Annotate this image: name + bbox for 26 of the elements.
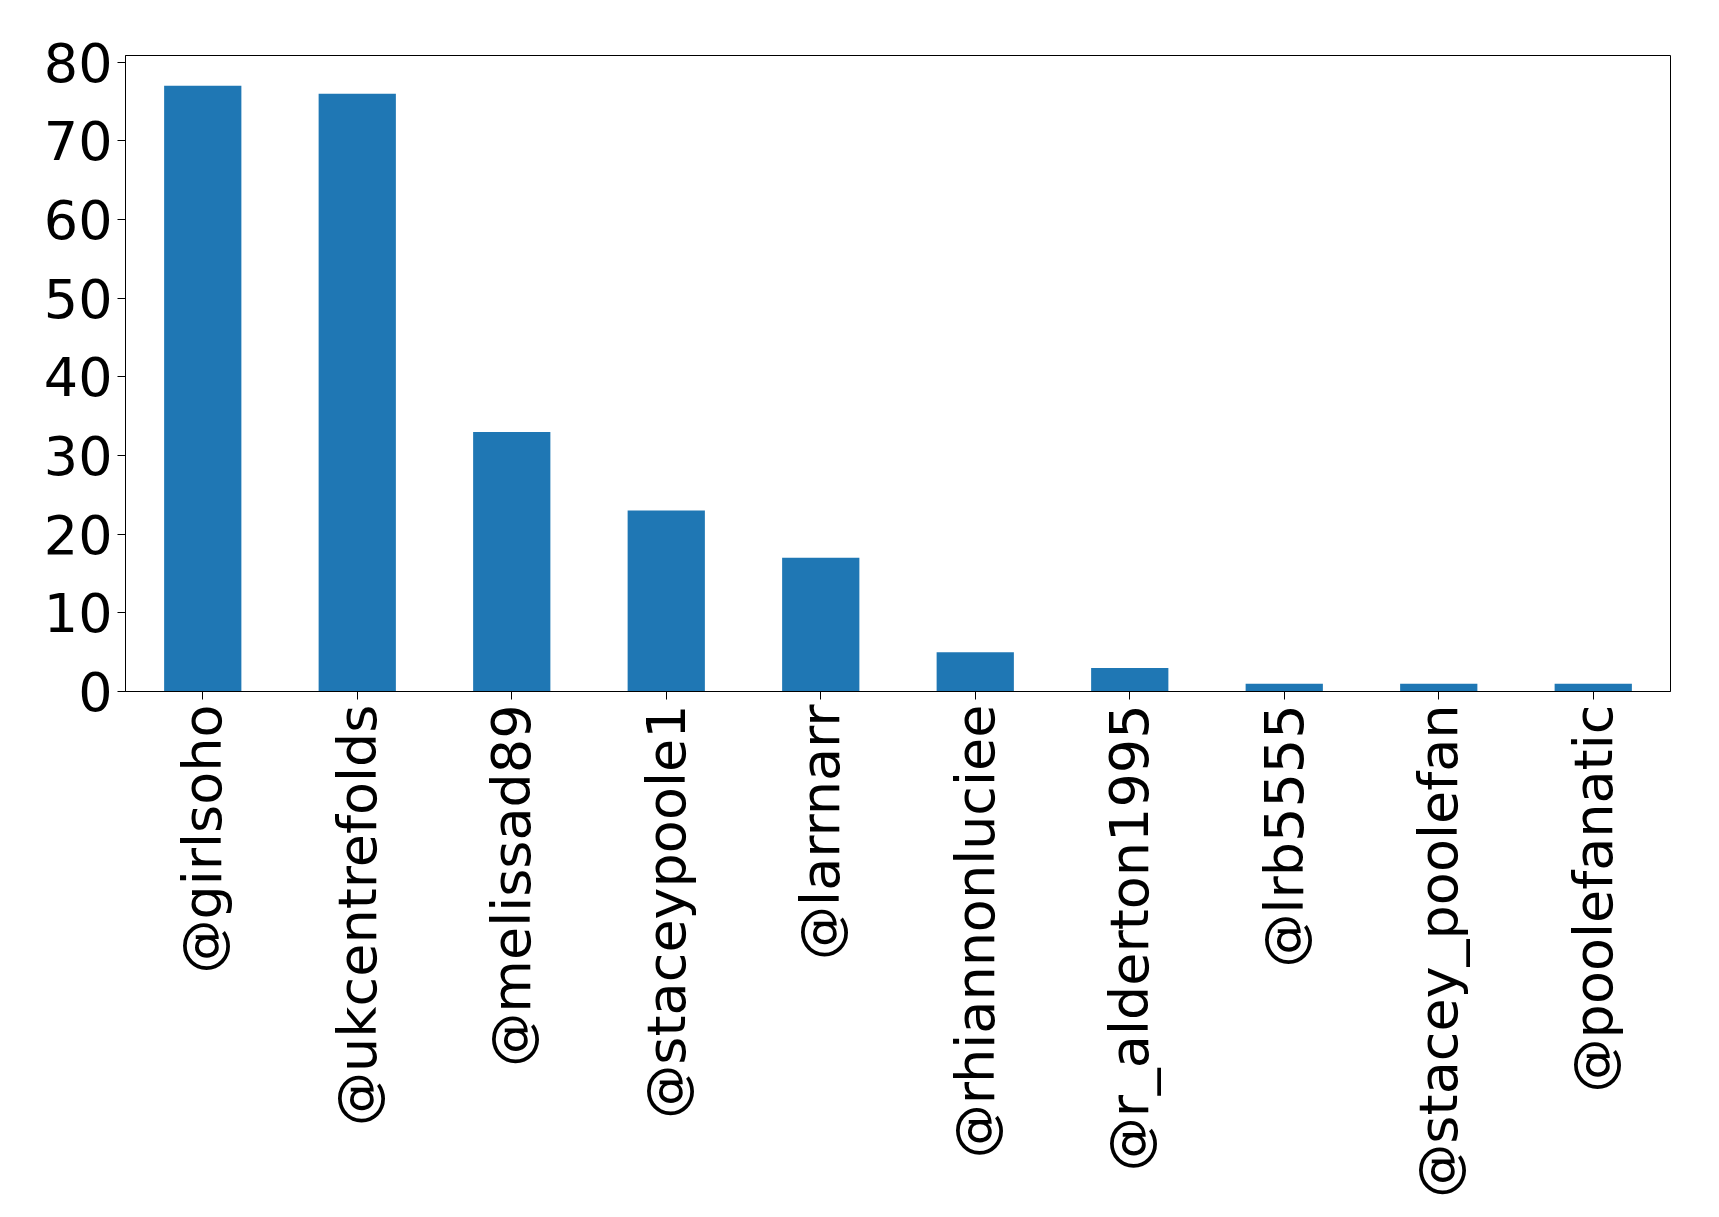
x-tick-label: @poolefanatic xyxy=(1561,704,1625,1093)
y-tick-label: 80 xyxy=(43,31,113,95)
bar xyxy=(782,557,860,692)
bar xyxy=(1091,667,1169,692)
x-tick-label: @r_alderton1995 xyxy=(1098,704,1162,1172)
bar xyxy=(473,431,551,692)
x-tick-label: @ukcentrefolds xyxy=(325,704,389,1127)
y-tick-label: 50 xyxy=(43,267,113,331)
y-tick-label: 30 xyxy=(43,425,113,489)
y-tick-label: 20 xyxy=(43,503,113,567)
bar xyxy=(318,93,396,692)
x-tick-label: @melissad89 xyxy=(480,704,544,1067)
x-tick-label: @girlsoho xyxy=(171,704,235,974)
x-tick-label: @rhiannonluciee xyxy=(943,704,1007,1159)
x-tick-label: @larrnarr xyxy=(789,703,853,960)
y-tick-label: 40 xyxy=(43,346,113,410)
bar xyxy=(164,85,242,692)
x-tick-label: @staceypoole1 xyxy=(634,704,698,1119)
bar xyxy=(936,652,1014,692)
y-tick-label: 0 xyxy=(78,661,113,724)
bar xyxy=(627,510,705,692)
y-tick-label: 60 xyxy=(43,189,113,253)
x-tick-label: @lrb5555 xyxy=(1252,704,1316,968)
y-tick-label: 10 xyxy=(43,582,113,646)
y-tick-label: 70 xyxy=(43,110,113,174)
x-tick-label: @stacey_poolefan xyxy=(1407,704,1471,1198)
